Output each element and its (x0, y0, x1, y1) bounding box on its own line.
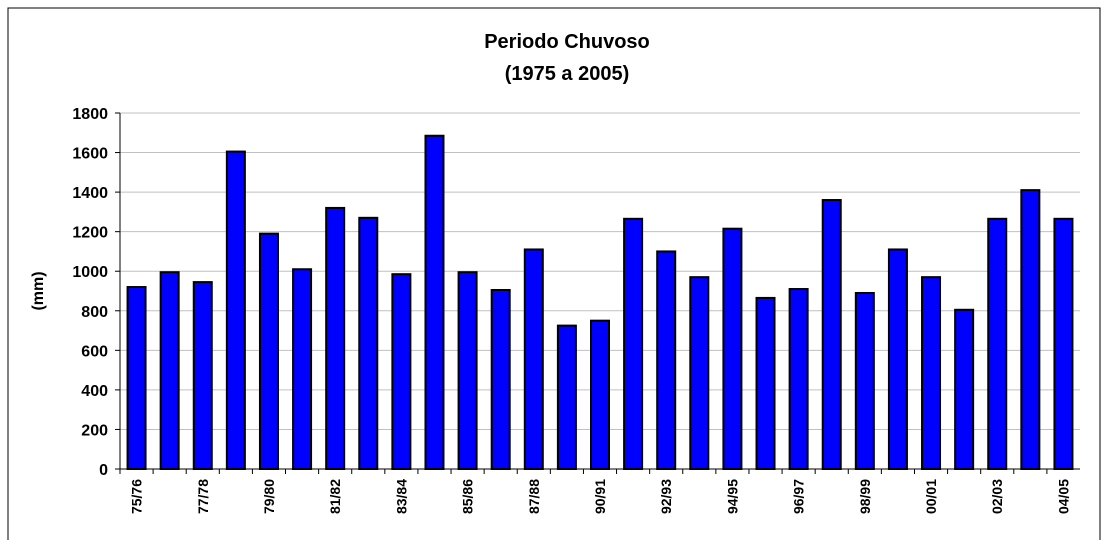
bar (292, 268, 313, 470)
y-tick-label: 600 (81, 343, 108, 360)
bar (590, 319, 610, 470)
bar (656, 250, 677, 470)
x-tick-label: 92/93 (658, 479, 674, 514)
y-tick-label: 1400 (72, 185, 108, 202)
bar (391, 273, 412, 471)
bar (722, 227, 743, 470)
y-tick-label: 0 (99, 462, 108, 479)
x-tick-label: 90/91 (592, 479, 608, 514)
bar (689, 276, 710, 470)
x-tick-label: 04/05 (1055, 479, 1071, 514)
bar (457, 271, 478, 471)
x-tick-label: 85/86 (460, 479, 476, 514)
bar (755, 296, 776, 470)
y-tick-label: 400 (81, 383, 108, 400)
y-tick-label: 1800 (72, 106, 108, 123)
bar (987, 217, 1008, 470)
bar (1053, 217, 1074, 470)
x-tick-label: 79/80 (261, 479, 277, 514)
y-tick-label: 800 (81, 304, 108, 321)
x-tick-label: 81/82 (327, 479, 343, 514)
bar (821, 199, 842, 470)
bar (159, 271, 180, 471)
y-tick-label: 1600 (72, 146, 108, 163)
chart-title: Periodo Chuvoso (484, 31, 650, 53)
x-tick-label: 83/84 (393, 479, 409, 514)
bar (954, 308, 975, 470)
bar (921, 276, 942, 470)
bar (623, 217, 644, 470)
bar (192, 281, 213, 470)
bar (258, 232, 279, 470)
bar (358, 216, 379, 470)
bar (126, 286, 147, 470)
y-tick-label: 1200 (72, 225, 108, 242)
bar (788, 288, 809, 470)
x-tick-label: 98/99 (857, 479, 873, 514)
bar (424, 134, 445, 470)
bar (490, 289, 511, 470)
y-tick-label: 1000 (72, 264, 108, 281)
bar (523, 248, 544, 470)
x-tick-label: 00/01 (923, 479, 939, 514)
bar (854, 291, 875, 470)
bar (556, 324, 577, 470)
x-tick-label: 87/88 (526, 479, 542, 514)
chart-subtitle: (1975 a 2005) (505, 63, 630, 85)
bar (225, 150, 246, 470)
x-tick-label: 75/76 (129, 479, 145, 514)
x-tick-label: 77/78 (195, 479, 211, 514)
x-tick-label: 96/97 (791, 479, 807, 514)
x-tick-label: 94/95 (724, 479, 740, 514)
bar (1020, 189, 1041, 470)
bar (325, 206, 346, 471)
bar (887, 248, 908, 470)
y-tick-label: 200 (81, 422, 108, 439)
chart-frame (7, 7, 1101, 540)
y-axis-label: (mm) (30, 271, 47, 310)
x-tick-label: 02/03 (989, 479, 1005, 514)
